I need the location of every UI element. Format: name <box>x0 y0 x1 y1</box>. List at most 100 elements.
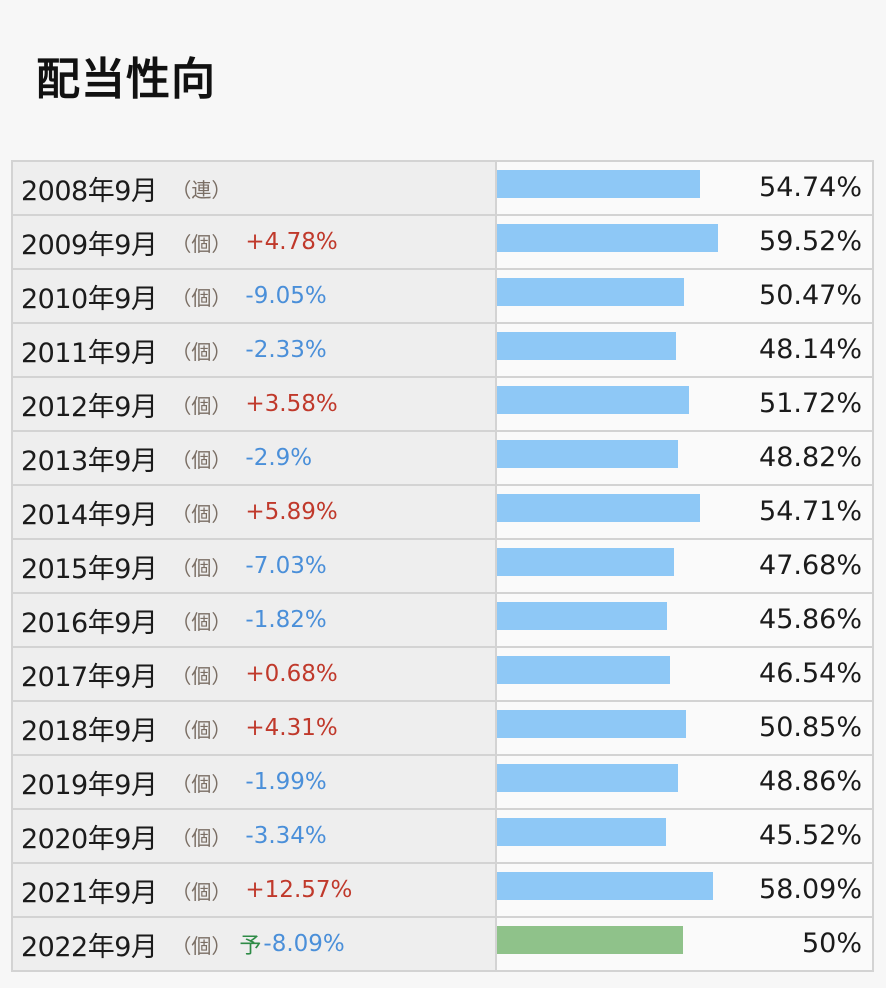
period-cell: 2020年9月 （個） -3.34% <box>11 810 497 862</box>
payout-value: 45.52% <box>759 820 862 851</box>
forecast-mark: 予 <box>239 934 262 959</box>
payout-value: 50.85% <box>759 712 862 743</box>
table-row: 2011年9月 （個） -2.33% 48.14% <box>11 324 874 378</box>
consolidation-type: （個） <box>171 879 232 904</box>
consolidation-type: （個） <box>171 663 232 688</box>
payout-value: 47.68% <box>759 550 862 581</box>
change-rate: -3.34% <box>245 823 327 849</box>
period-cell: 2008年9月 （連） <box>11 162 497 214</box>
table-row: 2008年9月 （連） 54.74% <box>11 162 874 216</box>
payout-bar <box>497 818 666 846</box>
consolidation-type: （個） <box>171 771 232 796</box>
consolidation-type: （個） <box>171 339 232 364</box>
payout-bar <box>497 224 718 252</box>
period-label: 2008年9月 <box>21 175 158 207</box>
payout-bar <box>497 386 689 414</box>
change-rate: -7.03% <box>245 553 327 579</box>
bar-cell: 54.71% <box>497 486 874 538</box>
period-label: 2010年9月 <box>21 283 158 315</box>
period-label: 2013年9月 <box>21 445 158 477</box>
bar-cell: 45.52% <box>497 810 874 862</box>
period-cell: 2022年9月 （個） 予 -8.09% <box>11 918 497 970</box>
period-cell: 2017年9月 （個） +0.68% <box>11 648 497 700</box>
change-rate: +4.31% <box>245 715 338 741</box>
payout-ratio-table: 2008年9月 （連） 54.74% 2009年9月 （個） +4.78% 59.52% 20… <box>11 160 874 972</box>
change-rate: -2.33% <box>245 337 327 363</box>
bar-cell: 48.14% <box>497 324 874 376</box>
payout-bar <box>497 602 667 630</box>
payout-bar <box>497 170 700 198</box>
change-rate: +12.57% <box>245 877 353 903</box>
bar-cell: 50.85% <box>497 702 874 754</box>
period-cell: 2013年9月 （個） -2.9% <box>11 432 497 484</box>
payout-bar <box>497 872 713 900</box>
period-label: 2019年9月 <box>21 769 158 801</box>
change-rate: +4.78% <box>245 229 338 255</box>
table-row: 2021年9月 （個） +12.57% 58.09% <box>11 864 874 918</box>
forecast-bar <box>497 926 683 954</box>
payout-value: 59.52% <box>759 226 862 257</box>
table-row: 2018年9月 （個） +4.31% 50.85% <box>11 702 874 756</box>
table-row: 2015年9月 （個） -7.03% 47.68% <box>11 540 874 594</box>
payout-value: 46.54% <box>759 658 862 689</box>
consolidation-type: （個） <box>171 717 232 742</box>
change-rate: -8.09% <box>263 931 345 957</box>
period-label: 2022年9月 <box>21 931 158 963</box>
payout-bar <box>497 548 674 576</box>
payout-bar <box>497 278 684 306</box>
bar-cell: 50% <box>497 918 874 970</box>
table-row: 2019年9月 （個） -1.99% 48.86% <box>11 756 874 810</box>
consolidation-type: （個） <box>171 447 232 472</box>
period-label: 2009年9月 <box>21 229 158 261</box>
period-cell: 2009年9月 （個） +4.78% <box>11 216 497 268</box>
change-rate: -2.9% <box>245 445 313 471</box>
payout-value: 58.09% <box>759 874 862 905</box>
change-rate: -1.82% <box>245 607 327 633</box>
bar-cell: 48.82% <box>497 432 874 484</box>
payout-bar <box>497 494 700 522</box>
consolidation-type: （個） <box>171 933 232 958</box>
bar-cell: 47.68% <box>497 540 874 592</box>
consolidation-type: （個） <box>171 231 232 256</box>
period-label: 2011年9月 <box>21 337 158 369</box>
payout-value: 48.82% <box>759 442 862 473</box>
consolidation-type: （個） <box>171 555 232 580</box>
consolidation-type: （個） <box>171 609 232 634</box>
bar-cell: 59.52% <box>497 216 874 268</box>
payout-bar <box>497 656 670 684</box>
table-row: 2012年9月 （個） +3.58% 51.72% <box>11 378 874 432</box>
period-label: 2017年9月 <box>21 661 158 693</box>
page-title: 配当性向 <box>36 54 216 105</box>
bar-cell: 51.72% <box>497 378 874 430</box>
period-cell: 2019年9月 （個） -1.99% <box>11 756 497 808</box>
payout-bar <box>497 440 678 468</box>
consolidation-type: （連） <box>171 177 232 202</box>
period-label: 2020年9月 <box>21 823 158 855</box>
period-cell: 2016年9月 （個） -1.82% <box>11 594 497 646</box>
payout-bar <box>497 710 686 738</box>
bar-cell: 46.54% <box>497 648 874 700</box>
period-label: 2015年9月 <box>21 553 158 585</box>
period-label: 2012年9月 <box>21 391 158 423</box>
table-row: 2010年9月 （個） -9.05% 50.47% <box>11 270 874 324</box>
table-row: 2017年9月 （個） +0.68% 46.54% <box>11 648 874 702</box>
payout-bar <box>497 764 678 792</box>
bar-cell: 45.86% <box>497 594 874 646</box>
bar-cell: 50.47% <box>497 270 874 322</box>
bar-cell: 48.86% <box>497 756 874 808</box>
consolidation-type: （個） <box>171 501 232 526</box>
period-cell: 2011年9月 （個） -2.33% <box>11 324 497 376</box>
period-cell: 2010年9月 （個） -9.05% <box>11 270 497 322</box>
period-cell: 2018年9月 （個） +4.31% <box>11 702 497 754</box>
consolidation-type: （個） <box>171 285 232 310</box>
period-label: 2014年9月 <box>21 499 158 531</box>
change-rate: -9.05% <box>245 283 327 309</box>
period-label: 2016年9月 <box>21 607 158 639</box>
change-rate: +0.68% <box>245 661 338 687</box>
table-row: 2016年9月 （個） -1.82% 45.86% <box>11 594 874 648</box>
payout-value: 45.86% <box>759 604 862 635</box>
payout-value: 48.86% <box>759 766 862 797</box>
change-rate: +5.89% <box>245 499 338 525</box>
change-rate: +3.58% <box>245 391 338 417</box>
payout-value: 54.74% <box>759 172 862 203</box>
